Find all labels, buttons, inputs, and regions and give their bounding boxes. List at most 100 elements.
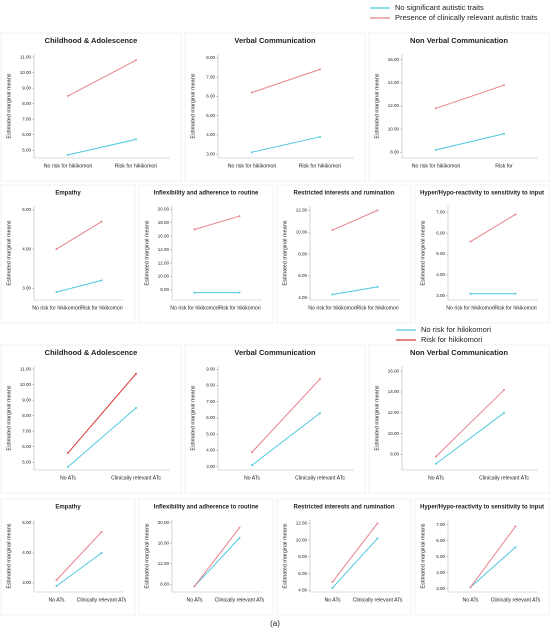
y-tick-label: 10.00 xyxy=(20,70,32,75)
point xyxy=(193,291,196,294)
point xyxy=(67,153,69,156)
chart-frame xyxy=(184,344,366,494)
y-tick-label: 4.00 xyxy=(436,272,445,277)
point xyxy=(376,522,379,525)
y-tick-label: 3.00 xyxy=(22,580,31,585)
x-tick-label: Clinically relevant ATs xyxy=(111,475,161,481)
series-line xyxy=(194,215,240,230)
x-tick-label: Clinically relevant ATs xyxy=(77,597,127,603)
series-line xyxy=(194,527,240,587)
chart-frame xyxy=(0,344,182,494)
y-tick-label: 11.00 xyxy=(20,366,31,371)
chart-title: Empathy xyxy=(55,505,81,511)
series-line xyxy=(56,221,102,250)
series-line xyxy=(56,531,102,581)
series-line xyxy=(251,136,321,153)
y-tick-label: 3.00 xyxy=(22,285,31,290)
point xyxy=(67,94,69,97)
x-tick-label: No ATs xyxy=(428,475,444,481)
point xyxy=(469,292,472,295)
y-tick-label: 14.00 xyxy=(388,80,400,85)
chart-frame xyxy=(276,498,412,616)
point xyxy=(55,585,58,587)
y-axis-label: Estimated marginal means xyxy=(6,73,12,138)
series-line xyxy=(332,538,378,589)
caption: (a) xyxy=(270,619,280,628)
point xyxy=(469,586,472,589)
point xyxy=(251,451,253,454)
series-line xyxy=(470,546,516,588)
point xyxy=(514,525,517,528)
chart-frame xyxy=(368,344,550,494)
x-tick-label: Clinically relevant ATs xyxy=(215,597,265,603)
point xyxy=(514,292,517,295)
chart-title: Childhood & Adolescence xyxy=(45,348,138,357)
chart-title: Verbal Communication xyxy=(234,36,316,45)
series-line xyxy=(332,523,378,583)
point xyxy=(435,462,437,465)
y-tick-label: 9.00 xyxy=(22,397,31,402)
x-tick-label: Risk for hikikomori xyxy=(356,305,398,311)
point xyxy=(100,552,103,554)
point xyxy=(319,135,321,138)
y-tick-label: 7.00 xyxy=(206,74,215,79)
chart-frame xyxy=(0,32,182,182)
y-tick-label: 8.00 xyxy=(390,452,399,457)
x-tick-label: No ATs xyxy=(48,597,64,603)
y-tick-label: 9.00 xyxy=(22,85,31,90)
point xyxy=(193,585,196,588)
y-tick-label: 20.00 xyxy=(158,207,170,212)
x-tick-label: Risk for xyxy=(495,163,513,169)
y-tick-label: 6.00 xyxy=(206,415,215,420)
y-tick-label: 8.00 xyxy=(160,581,169,586)
chart-title: Restricted interests and rumination xyxy=(293,191,394,197)
series-line xyxy=(194,537,240,587)
chart-frame xyxy=(414,498,550,616)
chart-title: Empathy xyxy=(55,191,81,197)
y-tick-label: 7.00 xyxy=(22,428,31,433)
y-tick-label: 8.00 xyxy=(298,554,307,559)
y-tick-label: 10.00 xyxy=(20,382,32,387)
point xyxy=(331,229,334,232)
series-line xyxy=(251,378,321,453)
point xyxy=(319,412,321,415)
point xyxy=(135,406,137,409)
x-tick-label: Clinically relevant ATs xyxy=(295,475,345,481)
y-tick-label: 4.00 xyxy=(22,246,31,251)
series-line xyxy=(435,412,505,465)
point xyxy=(238,215,241,218)
chart-title: Hyper/Hypo-reactivity to sensitivity to … xyxy=(420,191,544,197)
series-line xyxy=(56,552,102,587)
point xyxy=(55,291,58,294)
x-tick-label: No ATs xyxy=(324,597,340,603)
chart-frame xyxy=(138,498,274,616)
y-tick-label: 3.00 xyxy=(206,464,215,469)
y-tick-label: 7.00 xyxy=(206,399,215,404)
y-axis-label: Estimated marginal means xyxy=(190,73,196,138)
y-tick-label: 3.00 xyxy=(436,293,445,298)
y-axis-label: Estimated marginal means xyxy=(144,220,150,285)
y-tick-label: 4.00 xyxy=(206,448,215,453)
y-tick-label: 16.00 xyxy=(388,368,400,373)
x-tick-label: Risk for hikikomori xyxy=(494,305,536,311)
x-tick-label: No ATs xyxy=(462,597,478,603)
y-tick-label: 6.00 xyxy=(298,571,307,576)
y-tick-label: 10.00 xyxy=(388,126,400,131)
point xyxy=(238,291,241,294)
chart-frame xyxy=(368,32,550,182)
y-tick-label: 16.00 xyxy=(158,233,170,238)
y-tick-label: 10.00 xyxy=(296,537,308,542)
y-tick-label: 12.00 xyxy=(388,410,400,415)
y-tick-label: 5.00 xyxy=(22,520,31,525)
point xyxy=(251,464,253,467)
x-tick-label: Risk for hikikomori xyxy=(115,163,157,169)
y-tick-label: 4.00 xyxy=(298,588,307,593)
x-tick-label: No ATs xyxy=(60,475,76,481)
point xyxy=(514,546,517,549)
y-tick-label: 6.00 xyxy=(436,230,445,235)
point xyxy=(135,138,137,141)
y-tick-label: 8.00 xyxy=(206,55,215,60)
y-tick-label: 5.00 xyxy=(436,554,445,559)
chart-frame xyxy=(414,184,550,324)
